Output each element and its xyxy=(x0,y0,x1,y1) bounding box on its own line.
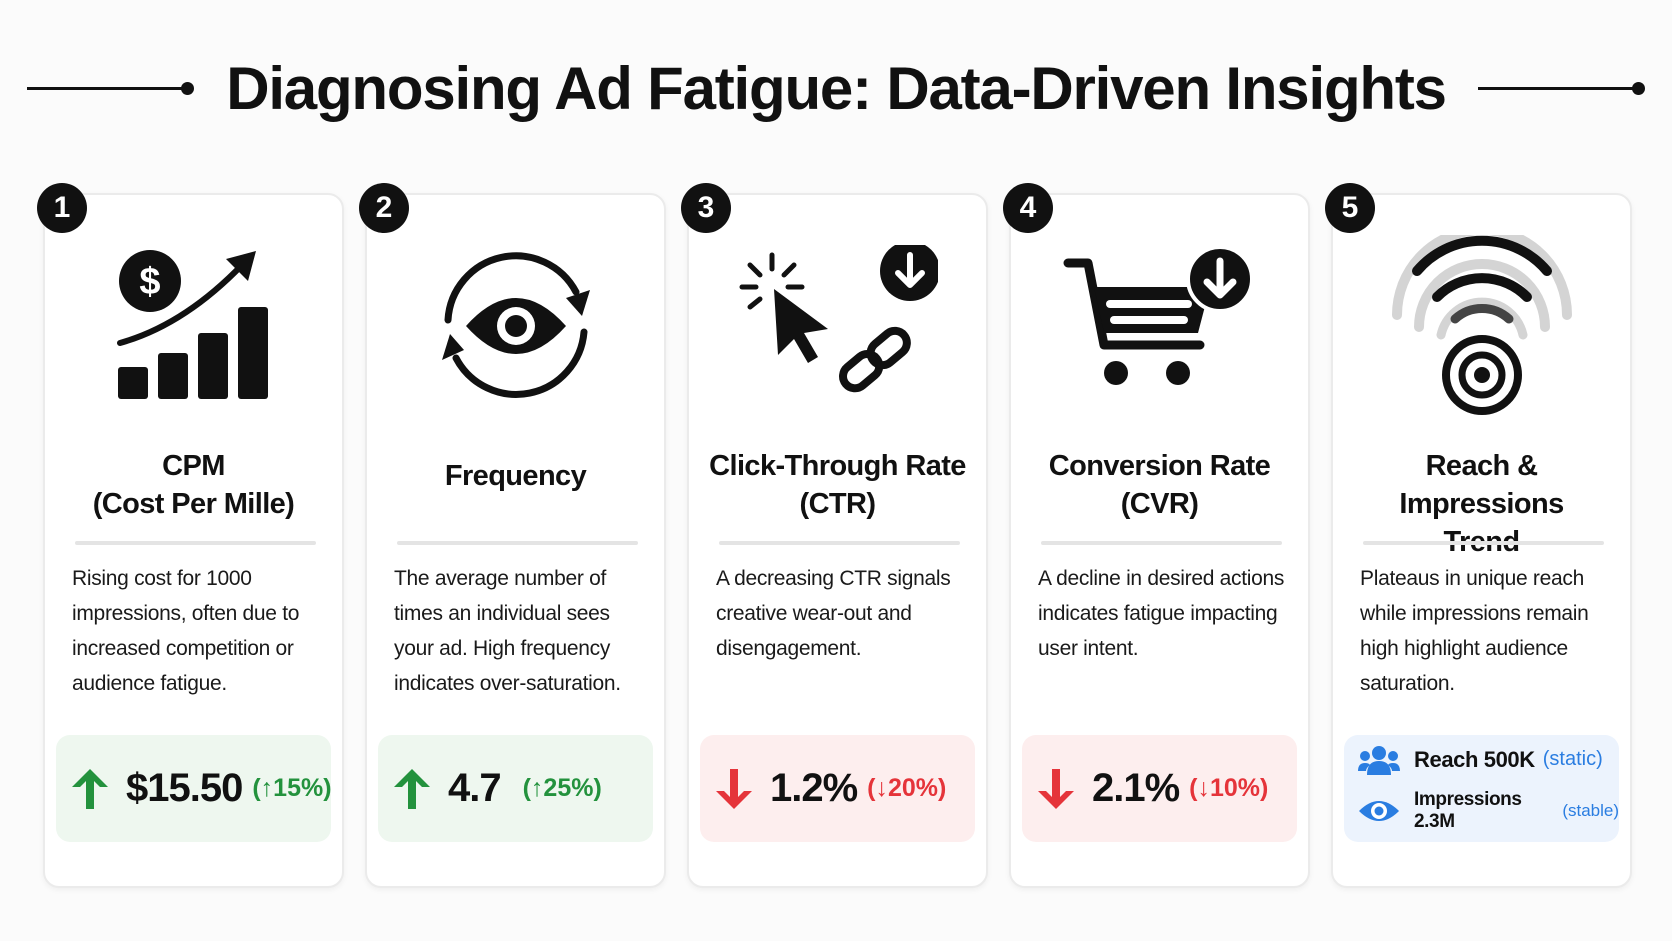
stat-value: 2.1% xyxy=(1092,766,1180,810)
stat-value: 1.2% xyxy=(770,766,858,810)
card-description: The average number of times an individua… xyxy=(394,567,621,695)
arrow-down-icon xyxy=(1038,768,1074,809)
svg-text:$: $ xyxy=(139,261,160,303)
cart-down-icon xyxy=(1011,235,1308,415)
card-title: Click-Through Rate (CTR) xyxy=(709,450,966,520)
step-badge: 3 xyxy=(681,183,731,233)
step-badge: 2 xyxy=(359,183,409,233)
divider xyxy=(75,541,316,545)
reach-row: Reach 500K (static) xyxy=(1358,745,1603,775)
step-badge: 1 xyxy=(37,183,87,233)
card-cvr: 4 Conversion Rate (CVR) A decline in xyxy=(1003,183,1310,888)
card-reach-impressions: 5 Reach & Impressions Trend xyxy=(1325,183,1632,888)
divider xyxy=(1363,541,1604,545)
users-icon xyxy=(1358,745,1400,775)
stat-delta: (↑25%) xyxy=(522,774,602,802)
stat-box: 1.2% (↓20%) xyxy=(700,735,975,842)
card-title: Frequency xyxy=(444,460,587,492)
card-frequency: 2 Frequency The average number of times … xyxy=(359,183,666,888)
impressions-note: (stable) xyxy=(1562,800,1619,820)
arrow-up-icon xyxy=(394,768,430,809)
stat-delta: (↑15%) xyxy=(252,774,332,802)
card-ctr: 3 xyxy=(681,183,988,888)
card-description: A decline in desired actions indicates f… xyxy=(1038,567,1285,660)
stat-delta: (↓10%) xyxy=(1189,774,1269,802)
stat-delta: (↓20%) xyxy=(867,774,947,802)
card-title: Conversion Rate (CVR) xyxy=(1048,450,1271,520)
stat-value: $15.50 xyxy=(126,766,243,810)
reach-label: Reach 500K xyxy=(1414,746,1535,772)
card-description: Rising cost for 1000 impressions, often … xyxy=(72,567,300,695)
cost-chart-rising-icon: $ xyxy=(45,235,342,415)
title-rule-right xyxy=(1477,81,1645,95)
step-badge: 5 xyxy=(1325,183,1375,233)
step-badge: 4 xyxy=(1003,183,1053,233)
eye-cycle-icon xyxy=(367,235,664,415)
signal-target-icon xyxy=(1333,235,1630,415)
impressions-row: Impressions 2.3M (stable) xyxy=(1358,789,1619,833)
header: Diagnosing Ad Fatigue: Data-Driven Insig… xyxy=(0,48,1672,128)
stat-value: 4.7 xyxy=(448,766,502,810)
click-link-down-icon xyxy=(689,235,986,415)
stat-box: 4.7 (↑25%) xyxy=(378,735,653,842)
arrow-down-icon xyxy=(716,768,752,809)
card-cpm: 1 $ CPM (Cost Per Mille) Rising cost f xyxy=(37,183,344,888)
divider xyxy=(1041,541,1282,545)
card-title: CPM (Cost Per Mille) xyxy=(92,450,295,520)
card-description: Plateaus in unique reach while impressio… xyxy=(1360,567,1589,695)
metric-cards: 1 $ CPM (Cost Per Mille) Rising cost f xyxy=(37,183,1632,888)
stat-box: $15.50 (↑15%) xyxy=(56,735,332,842)
impressions-label: Impressions 2.3M xyxy=(1414,788,1522,832)
stat-box: Reach 500K (static) Impressions 2.3M (st… xyxy=(1344,735,1619,842)
card-description: A decreasing CTR signals creative wear-o… xyxy=(716,567,951,660)
arrow-up-icon xyxy=(72,768,108,809)
eye-icon xyxy=(1359,800,1399,821)
reach-note: (static) xyxy=(1542,748,1603,770)
divider xyxy=(719,541,960,545)
page-title: Diagnosing Ad Fatigue: Data-Driven Insig… xyxy=(226,54,1447,122)
stat-box: 2.1% (↓10%) xyxy=(1022,735,1297,842)
title-rule-left xyxy=(27,81,195,95)
divider xyxy=(397,541,638,545)
